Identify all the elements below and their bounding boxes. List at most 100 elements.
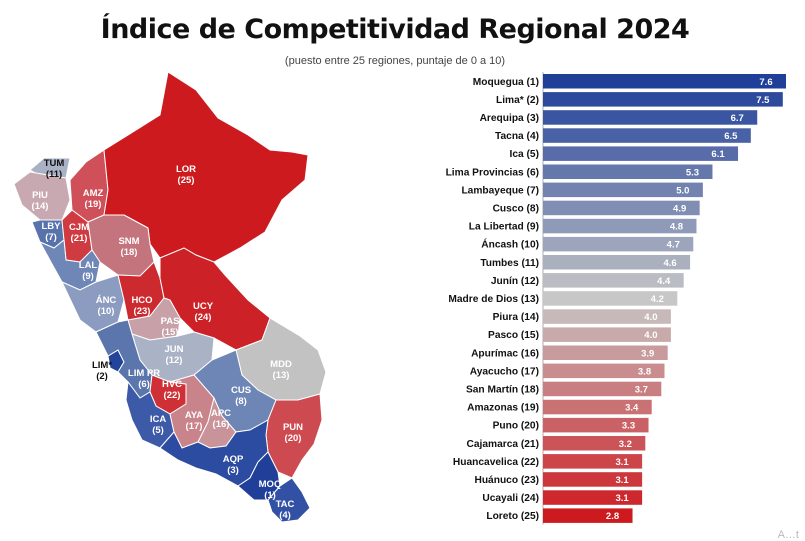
category-label: Lima Provincias (6) (446, 167, 539, 178)
category-label: Pasco (15) (488, 330, 539, 341)
map-label-rank: (13) (273, 370, 290, 381)
category-label: Puno (20) (493, 421, 539, 432)
category-label: Loreto (25) (486, 511, 539, 522)
value-label: 4.4 (657, 276, 671, 287)
map-label-code: LAL (79, 260, 98, 271)
category-label: Lambayeque (7) (461, 185, 539, 196)
category-label: Ica (5) (510, 149, 539, 160)
region-shape-piu (13, 171, 71, 221)
category-label: Huánuco (23) (474, 475, 539, 486)
map-label-rank: (18) (121, 247, 138, 258)
category-label: Áncash (10) (481, 238, 539, 251)
value-label: 3.3 (622, 421, 635, 432)
value-label: 4.8 (670, 222, 683, 233)
map-label-code: TAC (276, 499, 295, 510)
map-label-code: CJM (69, 222, 89, 233)
category-label: San Martín (18) (466, 384, 539, 395)
category-label: Tacna (4) (495, 131, 539, 142)
bar (543, 200, 700, 216)
value-label: 4.7 (667, 240, 680, 251)
bar (543, 417, 649, 433)
map-label-rank: (4) (279, 510, 291, 521)
value-label: 3.2 (619, 439, 632, 450)
category-label: Junín (12) (491, 276, 539, 287)
bar (543, 255, 691, 270)
category-label: Apurímac (16) (471, 348, 539, 359)
map-label-rank: (25) (178, 175, 195, 186)
map-label-code: MOQ (259, 479, 282, 490)
bar (543, 291, 678, 306)
map-label-rank: (5) (152, 425, 164, 436)
bar (543, 182, 703, 198)
bar (543, 74, 786, 89)
map-label-rank: (24) (195, 312, 212, 323)
map-label-rank: (21) (71, 233, 88, 244)
map-label-rank: (17) (186, 421, 203, 432)
bar (543, 363, 665, 379)
map-label-rank: (22) (164, 390, 181, 401)
map-label-rank: (8) (235, 396, 247, 407)
map-label-rank: (15) (162, 327, 179, 338)
peru-map: TUM (11) PIU (14) AMZ (19) LOR (25) LBY … (13, 71, 327, 523)
map-label-rank: (9) (82, 271, 94, 282)
value-label: 3.7 (635, 384, 648, 395)
category-label: Amazonas (19) (467, 403, 539, 414)
map-label-code: JUN (164, 344, 183, 355)
category-label: Cusco (8) (493, 203, 539, 214)
value-label: 5.0 (676, 185, 689, 196)
value-label: 3.4 (625, 403, 639, 414)
map-label-code: LIM PR (128, 368, 160, 379)
bar (543, 345, 668, 360)
region-shape-moq (237, 451, 281, 501)
map-label-code: ÁNC (96, 295, 117, 306)
region-shape-amz (69, 149, 109, 223)
bar (543, 327, 671, 342)
bar (543, 236, 694, 252)
map-label-code: AMZ (83, 188, 104, 199)
value-label: 6.1 (711, 149, 725, 160)
category-label: Madre de Dios (13) (448, 294, 539, 305)
bar-chart: Moquegua (1) 7.6 Lima* (2) 7.5 Arequipa (3) 6… (446, 72, 786, 525)
category-label: Tumbes (11) (480, 258, 539, 269)
value-label: 3.8 (638, 366, 651, 377)
value-label: 3.1 (616, 475, 630, 486)
chart-title: Índice de Competitividad Regional 2024 (100, 14, 690, 45)
corner-mark: A…t (777, 529, 799, 541)
bar (543, 490, 643, 505)
value-label: 4.0 (644, 330, 657, 341)
value-label: 7.5 (756, 95, 770, 106)
value-label: 2.8 (606, 511, 619, 522)
map-label-rank: (10) (98, 306, 115, 317)
category-label: Piura (14) (493, 312, 539, 323)
category-label: Ucayali (24) (482, 493, 539, 504)
map-label-code: AYA (185, 410, 203, 421)
value-label: 3.1 (616, 493, 630, 504)
map-label-rank: (16) (213, 419, 230, 430)
bar (543, 399, 652, 415)
map-label-code: HVC (162, 379, 182, 390)
bar (543, 508, 633, 523)
map-label-code: PUN (283, 422, 303, 433)
bar (543, 381, 662, 397)
value-label: 6.5 (724, 131, 738, 142)
bar (543, 454, 643, 469)
bar (543, 92, 783, 107)
map-label-code: ICA (150, 414, 167, 425)
map-label-code: UCY (193, 301, 214, 312)
map-label-rank: (3) (227, 465, 239, 476)
map-label-rank: (20) (285, 433, 302, 444)
chart-subtitle: (puesto entre 25 regiones, puntaje de 0 … (284, 55, 506, 67)
category-label: Moquegua (1) (473, 77, 539, 88)
map-label-rank: (6) (138, 379, 150, 390)
bar (543, 436, 646, 451)
map-label-rank: (7) (45, 232, 57, 243)
map-label-rank: (14) (32, 201, 49, 212)
map-label-rank: (11) (46, 169, 62, 180)
bar (543, 309, 671, 324)
map-label-rank: (23) (134, 306, 151, 317)
category-label: Ayacucho (17) (470, 366, 539, 377)
map-label-rank: (2) (96, 371, 108, 382)
map-label-code: LBY (42, 221, 62, 232)
bar (543, 128, 751, 143)
region-shape-lal (38, 239, 101, 291)
